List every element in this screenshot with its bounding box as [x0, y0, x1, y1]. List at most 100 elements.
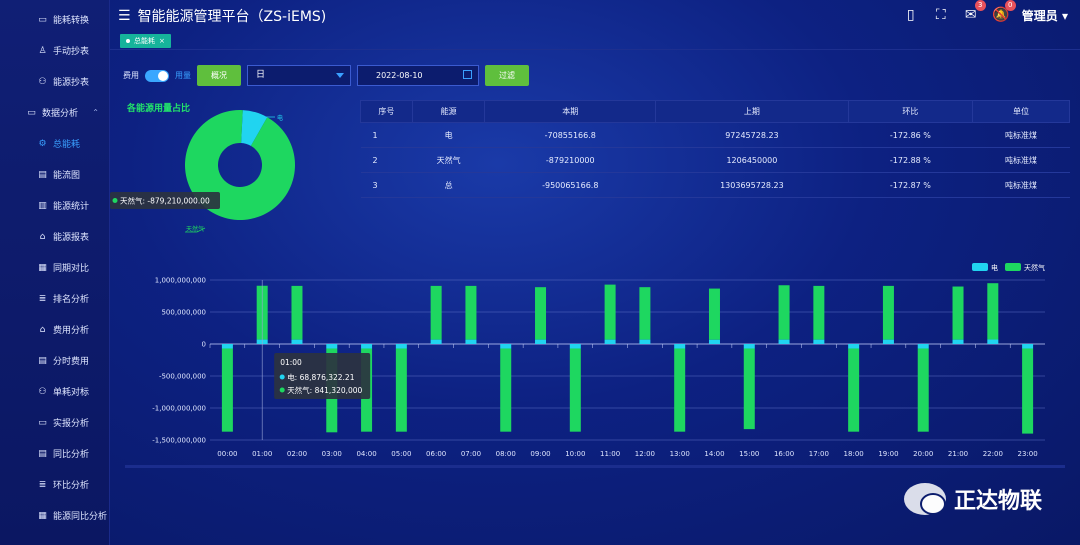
bar-electricity[interactable]: [848, 344, 860, 349]
bar-electricity[interactable]: [465, 339, 477, 344]
bar-gas[interactable]: [708, 288, 720, 340]
bar-gas[interactable]: [917, 348, 929, 432]
table-cell: 2: [360, 147, 413, 173]
sidebar-item[interactable]: ⌂ 费用分析: [0, 314, 109, 345]
bar-electricity[interactable]: [604, 339, 616, 344]
bar-electricity[interactable]: [987, 339, 999, 344]
fullscreen-icon[interactable]: ⛶: [935, 7, 946, 23]
bar-electricity[interactable]: [708, 339, 720, 344]
table-header-cell: 本期: [484, 100, 657, 123]
bar-gas[interactable]: [674, 348, 686, 432]
user-menu[interactable]: 管理员 ▾: [1021, 8, 1068, 23]
bar-gas[interactable]: [952, 286, 964, 340]
period-select[interactable]: 日: [247, 65, 351, 86]
cost-usage-toggle[interactable]: [145, 69, 169, 82]
table-row: 3 总 -950065166.8 1303695728.23 -172.87 % 吨标准煤: [360, 172, 1070, 198]
bar-gas[interactable]: [639, 287, 651, 340]
sidebar-item[interactable]: ▥ 能源统计: [0, 190, 109, 221]
pie-slice-electricity[interactable]: [241, 110, 268, 146]
bar-gas[interactable]: [987, 283, 999, 340]
bar-electricity[interactable]: [535, 339, 547, 344]
menu-toggle-icon[interactable]: ☰: [118, 8, 131, 24]
calendar-icon[interactable]: [463, 70, 472, 79]
bar-electricity[interactable]: [395, 344, 407, 349]
tab-total-energy[interactable]: 总能耗 ×: [120, 33, 171, 48]
list-icon: ≣: [38, 479, 47, 490]
x-tick-label: 02:00: [287, 450, 307, 458]
legend-swatch-gas[interactable]: [1005, 263, 1021, 271]
bar-gas[interactable]: [535, 287, 547, 340]
bar-gas[interactable]: [430, 285, 442, 340]
bar-electricity[interactable]: [778, 339, 790, 344]
sidebar-item[interactable]: ▤ 能流图: [0, 159, 109, 190]
pie-tooltip-text: 天然气: -879,210,000.00: [120, 196, 210, 206]
bar-electricity[interactable]: [430, 339, 442, 344]
sidebar-item-label: 分时费用: [53, 357, 90, 367]
bar-electricity[interactable]: [743, 344, 755, 349]
sidebar-item-label: 能源报表: [53, 233, 90, 243]
bar-electricity[interactable]: [882, 339, 894, 344]
bar-electricity[interactable]: [500, 344, 512, 349]
bar-electricity[interactable]: [291, 339, 303, 344]
sidebar-item[interactable]: ▤ 分时费用: [0, 345, 109, 376]
bar-electricity[interactable]: [569, 344, 581, 349]
sidebar-item[interactable]: ♙ 手动抄表: [0, 35, 109, 66]
tab-close-icon[interactable]: ×: [159, 36, 165, 45]
sidebar-item-label: 同比分析: [53, 450, 90, 460]
bell-icon[interactable]: 🔕 0: [992, 0, 1016, 24]
table-cell: -879210000: [484, 147, 656, 173]
sidebar-item[interactable]: ▭ 能耗转换: [0, 4, 109, 35]
sidebar-item[interactable]: ▭ 数据分析 ⌃: [0, 97, 109, 128]
bar-gas[interactable]: [882, 285, 894, 340]
tab-strip: 总能耗 ×: [110, 32, 1080, 50]
sidebar-item[interactable]: ≣ 环比分析: [0, 469, 109, 500]
bar-electricity[interactable]: [326, 344, 338, 349]
bar-gas[interactable]: [1022, 348, 1034, 434]
bar-gas[interactable]: [395, 348, 407, 432]
bar-electricity[interactable]: [1022, 344, 1034, 349]
bar-electricity[interactable]: [221, 344, 233, 349]
sidebar-item[interactable]: ⚇ 能源抄表: [0, 66, 109, 97]
x-tick-label: 12:00: [635, 450, 655, 458]
bar-electricity[interactable]: [674, 344, 686, 349]
overview-button[interactable]: 概况: [197, 65, 241, 86]
home-icon: ⌂: [39, 231, 46, 242]
date-value: 2022-08-10: [376, 71, 423, 80]
bar-electricity[interactable]: [813, 339, 825, 344]
sidebar-item[interactable]: ⌂ 能源报表: [0, 221, 109, 252]
sidebar-item[interactable]: ▦ 同期对比: [0, 252, 109, 283]
x-tick-label: 15:00: [739, 450, 759, 458]
x-tick-label: 19:00: [878, 450, 898, 458]
x-tick-label: 05:00: [391, 450, 411, 458]
bar-gas[interactable]: [465, 285, 477, 340]
date-input[interactable]: 2022-08-10: [357, 65, 479, 86]
tooltip-line-gas: 天然气: 841,320,000: [287, 385, 362, 395]
bar-electricity[interactable]: [639, 339, 651, 344]
bar-gas[interactable]: [848, 348, 860, 432]
bar-gas[interactable]: [604, 284, 616, 340]
mobile-icon[interactable]: ▯: [906, 7, 915, 23]
bar-gas[interactable]: [743, 348, 755, 430]
sidebar-item[interactable]: ▦ 能源同比分析: [0, 500, 109, 531]
sidebar-item[interactable]: ⚙ 总能耗: [0, 128, 109, 159]
bar-gas[interactable]: [778, 285, 790, 340]
filter-button[interactable]: 过滤: [485, 65, 529, 86]
legend-swatch-electricity[interactable]: [972, 263, 988, 271]
mail-badge: 3: [974, 0, 986, 11]
scrollbar[interactable]: [125, 465, 1065, 468]
sidebar-item[interactable]: ▤ 同比分析: [0, 438, 109, 469]
bar-electricity[interactable]: [952, 339, 964, 344]
sidebar-item[interactable]: ⚇ 单耗对标: [0, 376, 109, 407]
y-tick-label: -1,000,000,000: [152, 405, 206, 413]
bar-electricity[interactable]: [917, 344, 929, 349]
bar-gas[interactable]: [221, 348, 233, 432]
bar-electricity[interactable]: [361, 344, 373, 349]
bar-gas[interactable]: [569, 348, 581, 432]
bar-gas[interactable]: [813, 285, 825, 340]
mail-icon[interactable]: ✉ 3: [962, 0, 986, 24]
bar-gas[interactable]: [500, 348, 512, 432]
bar-gas[interactable]: [291, 285, 303, 340]
sidebar-item[interactable]: ≣ 排名分析: [0, 283, 109, 314]
sidebar-item-label: 能源同比分析: [53, 512, 108, 522]
sidebar-item[interactable]: ▭ 实报分析: [0, 407, 109, 438]
